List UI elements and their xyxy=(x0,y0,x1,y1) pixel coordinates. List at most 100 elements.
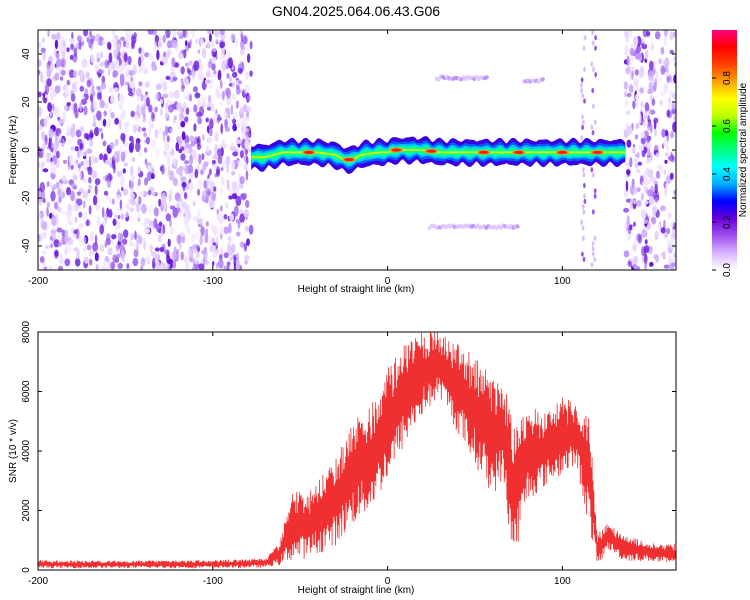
noise-blob xyxy=(664,152,669,157)
noise-blob xyxy=(645,156,652,165)
noise-blob xyxy=(660,227,666,234)
noise-blob xyxy=(155,147,160,159)
noise-blob xyxy=(635,93,640,102)
noise-blob xyxy=(136,95,140,102)
noise-blob xyxy=(76,35,82,42)
noise-blob xyxy=(205,117,210,123)
noise-blob xyxy=(235,195,242,207)
noise-blob xyxy=(166,40,173,49)
noise-blob xyxy=(219,101,224,107)
noise-blob xyxy=(146,97,150,107)
noise-blob xyxy=(61,229,66,237)
noise-blob xyxy=(71,202,77,212)
streak-blob xyxy=(581,251,584,257)
snr-x-tick-label: 100 xyxy=(554,576,571,587)
noise-blob xyxy=(654,128,657,137)
noise-blob xyxy=(137,166,141,174)
noise-blob xyxy=(158,221,162,228)
noise-blob xyxy=(629,47,635,57)
noise-blob xyxy=(108,87,114,94)
noise-blob xyxy=(663,30,668,37)
noise-blob xyxy=(658,77,663,82)
noise-blob xyxy=(625,67,630,74)
noise-blob xyxy=(124,125,129,133)
noise-blob xyxy=(245,130,250,139)
noise-blob xyxy=(73,102,78,113)
noise-blob xyxy=(230,33,236,42)
snr-line xyxy=(38,332,676,569)
noise-blob xyxy=(41,191,46,200)
noise-blob xyxy=(238,63,243,70)
noise-blob xyxy=(246,53,251,64)
noise-blob xyxy=(118,232,121,243)
noise-blob xyxy=(123,52,128,63)
noise-blob xyxy=(106,41,111,50)
noise-blob xyxy=(117,262,123,269)
noise-blob xyxy=(111,234,117,240)
noise-blob xyxy=(113,38,116,49)
noise-blob xyxy=(670,130,674,139)
noise-blob xyxy=(87,189,91,194)
noise-blob xyxy=(82,247,88,252)
noise-blob xyxy=(190,69,196,77)
noise-blob xyxy=(147,164,152,172)
noise-blob xyxy=(90,54,95,64)
noise-blob xyxy=(662,251,666,260)
noise-blob xyxy=(669,172,674,180)
streak-blob xyxy=(590,167,594,173)
noise-blob xyxy=(130,165,134,177)
noise-blob xyxy=(238,183,244,189)
spectrogram-x-axis-label: Height of straight line (km) xyxy=(298,284,415,295)
noise-blob xyxy=(59,76,64,81)
noise-blob xyxy=(669,239,676,251)
noise-blob xyxy=(125,211,129,218)
noise-blob xyxy=(67,210,73,218)
noise-blob xyxy=(165,30,171,39)
noise-blob xyxy=(156,49,160,61)
noise-blob xyxy=(660,46,665,55)
noise-blob xyxy=(202,163,206,171)
noise-blob xyxy=(79,101,83,112)
noise-blob xyxy=(168,170,175,181)
noise-blob xyxy=(162,131,166,143)
noise-blob xyxy=(188,60,193,66)
noise-blob xyxy=(129,79,136,89)
noise-blob xyxy=(125,202,130,211)
noise-blob xyxy=(653,117,659,124)
noise-blob xyxy=(100,81,106,90)
noise-blob xyxy=(646,30,651,37)
noise-blob xyxy=(66,187,71,196)
noise-blob xyxy=(83,30,89,37)
streak-blob xyxy=(581,204,585,210)
spectrogram-y-tick-label: 0 xyxy=(21,147,32,153)
streak-blob xyxy=(582,209,586,215)
noise-blob xyxy=(232,118,237,125)
noise-blob xyxy=(181,131,186,141)
noise-blob xyxy=(101,132,104,140)
noise-blob xyxy=(99,69,105,74)
noise-blob xyxy=(151,112,156,122)
noise-blob xyxy=(105,122,112,128)
noise-blob xyxy=(173,89,180,99)
noise-blob xyxy=(669,31,674,41)
noise-blob xyxy=(51,33,57,40)
noise-blob xyxy=(60,69,66,76)
noise-blob xyxy=(151,139,156,150)
noise-blob xyxy=(58,132,62,142)
noise-blob xyxy=(212,57,217,65)
noise-blob xyxy=(86,79,92,88)
noise-blob xyxy=(131,40,135,50)
noise-blob xyxy=(135,141,141,153)
noise-blob xyxy=(95,264,99,270)
noise-blob xyxy=(105,174,108,182)
noise-blob xyxy=(625,109,631,116)
noise-blob xyxy=(648,60,654,70)
noise-blob xyxy=(193,104,198,113)
noise-blob xyxy=(154,106,158,113)
noise-blob xyxy=(83,159,88,166)
noise-blob xyxy=(630,146,636,153)
noise-blob xyxy=(76,198,83,206)
noise-blob xyxy=(243,84,250,95)
noise-blob xyxy=(206,41,211,48)
streak-blob xyxy=(582,235,585,241)
